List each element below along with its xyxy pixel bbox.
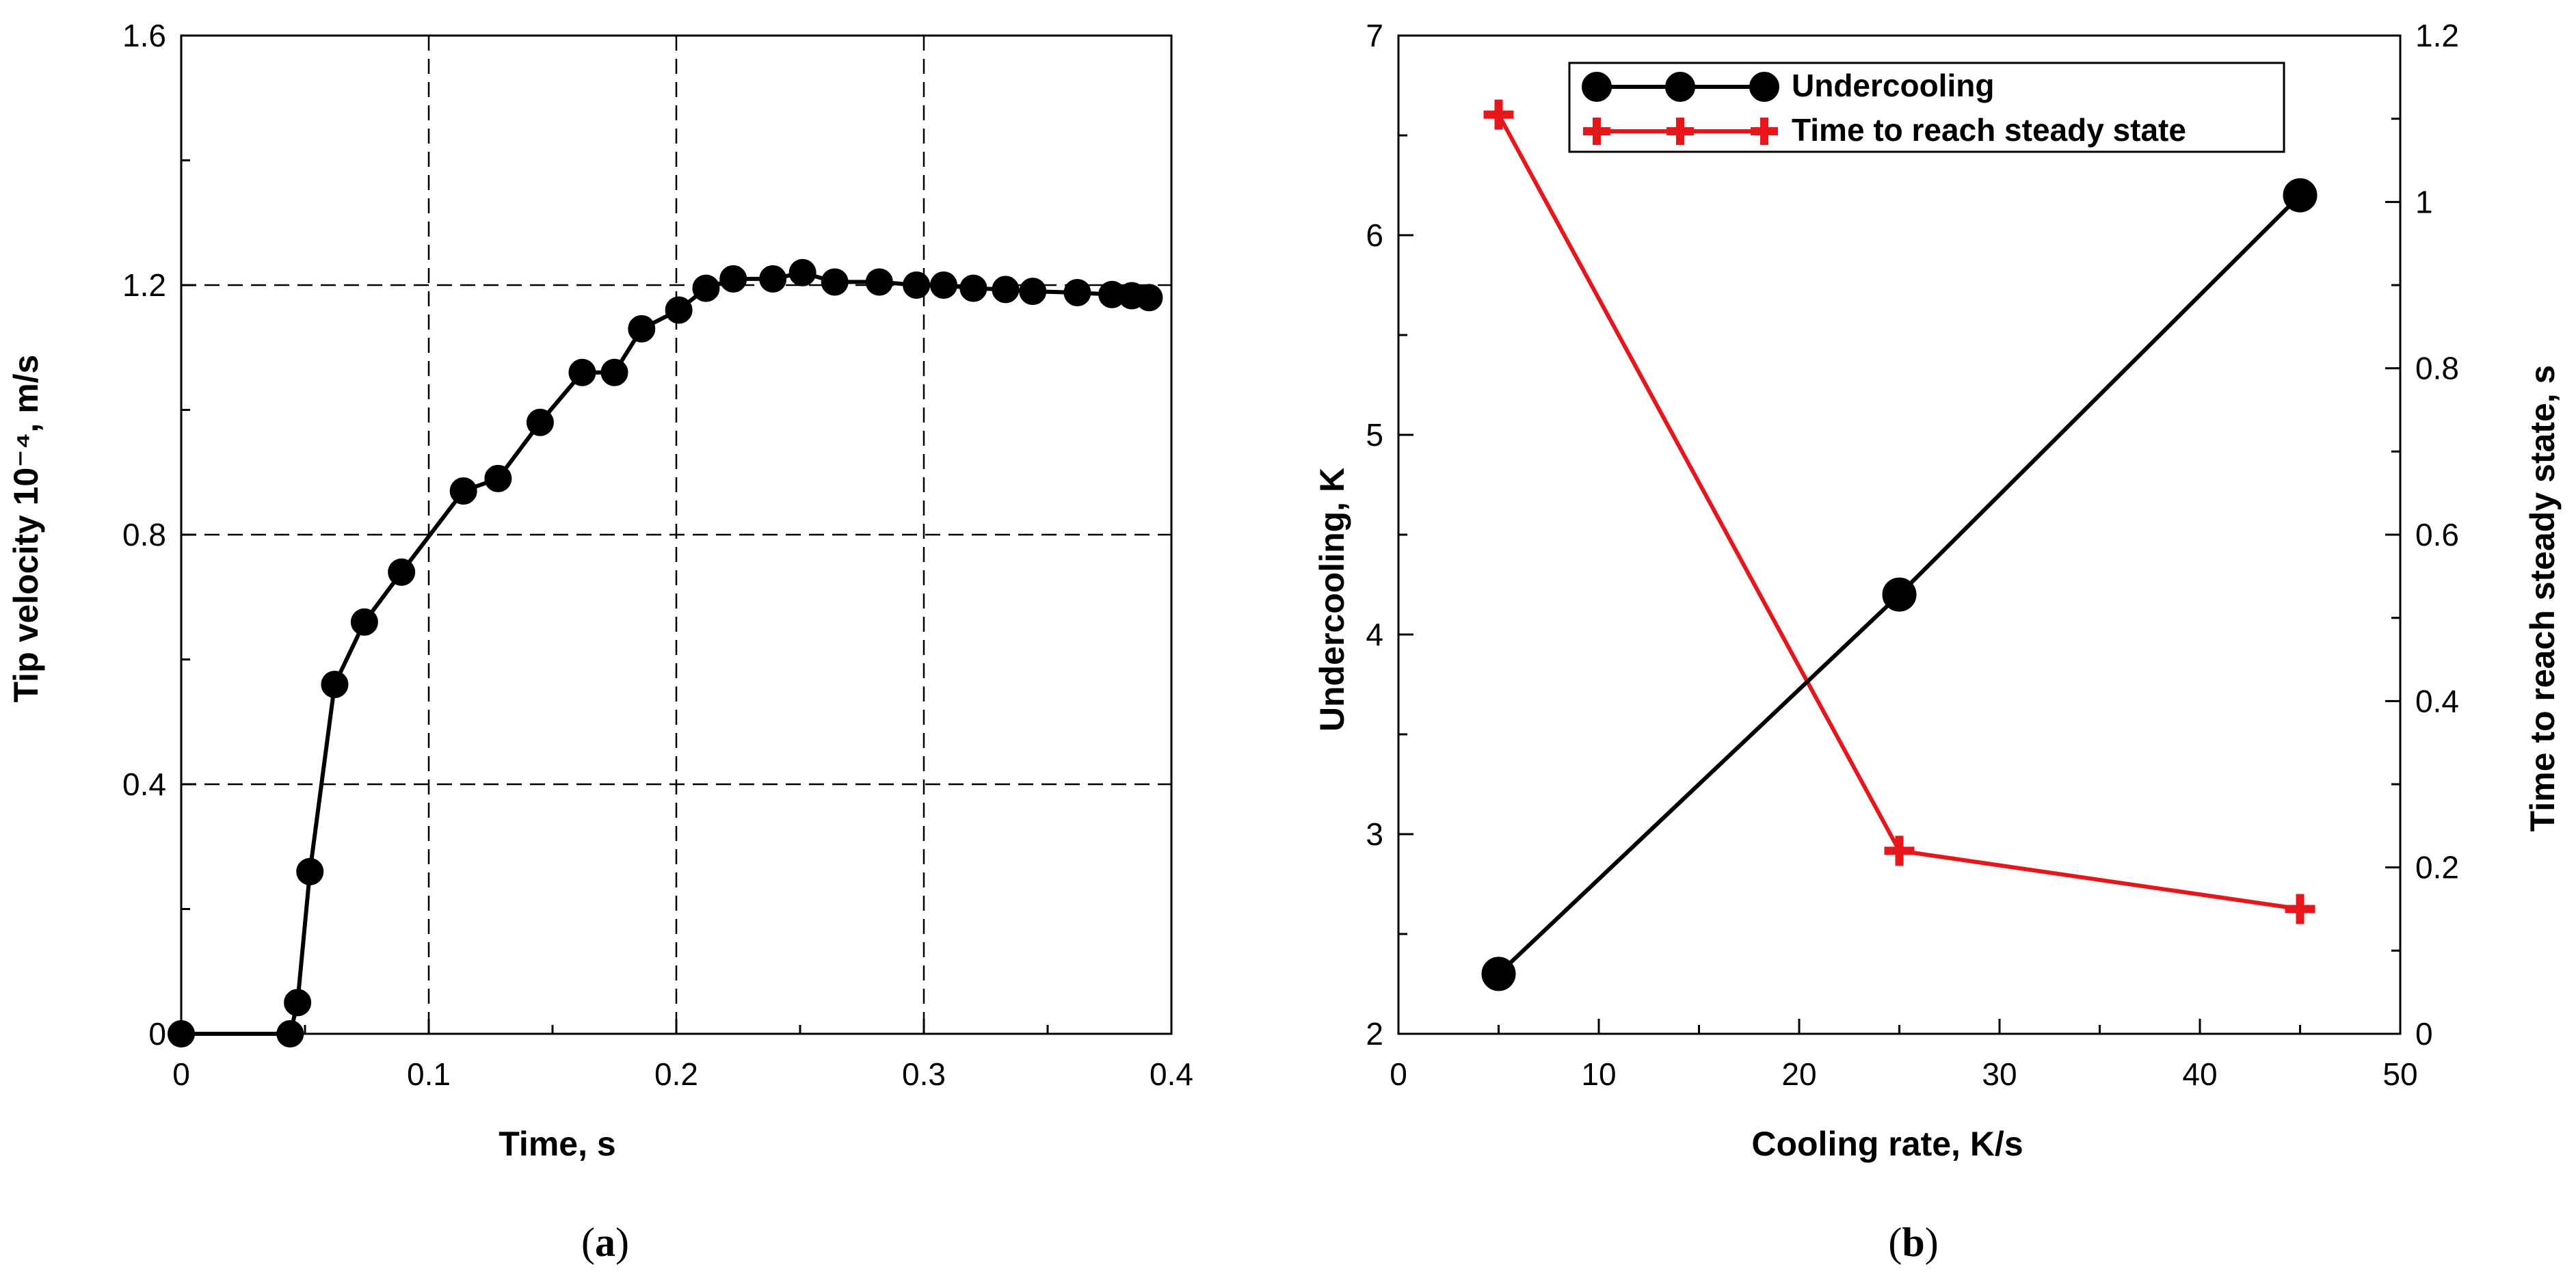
panel-a-data-point bbox=[276, 1020, 304, 1047]
panel-a-x-tick-label: 0.1 bbox=[407, 1056, 451, 1092]
panel-b-undercooling-point bbox=[2283, 178, 2318, 213]
panel-b-y2-tick-label: 0.8 bbox=[2415, 351, 2459, 386]
legend-symbol-time-to-steady-state bbox=[1583, 118, 1778, 145]
panel-b-y-tick-label: 4 bbox=[1366, 617, 1383, 652]
panel-b-x-tick-label: 40 bbox=[2182, 1056, 2217, 1092]
panel-b-y2-tick-label: 1 bbox=[2415, 184, 2433, 219]
legend-marker-undercooling bbox=[1582, 72, 1612, 102]
legend-marker-undercooling bbox=[1665, 72, 1695, 102]
panel-b-series-time-line bbox=[1496, 113, 2300, 911]
legend-label-time-to-steady-state: Time to reach steady state bbox=[1792, 112, 2186, 148]
panel-a-data-point bbox=[568, 358, 596, 386]
panel-a-data bbox=[168, 258, 1163, 1047]
panel-a-data-point bbox=[959, 274, 987, 302]
panel-a-data-point bbox=[168, 1020, 195, 1047]
panel-a-data-point bbox=[903, 271, 931, 299]
panel-a-data-point bbox=[865, 268, 893, 296]
panel-a-data-point bbox=[388, 558, 416, 586]
panel-b-x-tick-label: 0 bbox=[1390, 1056, 1407, 1092]
panel-b-label: (b) bbox=[1888, 1220, 1938, 1265]
panel-a-x-tick-label: 0.4 bbox=[1150, 1056, 1193, 1092]
panel-b-y2-tick-label: 1.2 bbox=[2415, 18, 2459, 53]
panel-a-data-point bbox=[600, 358, 628, 386]
panel-a-chart: 0 0.1 0.2 0.3 0.4 0 0.4 0.8 1.2 1.6 Time, s Tip v… bbox=[7, 18, 1193, 1265]
panel-b-y-tick-label: 7 bbox=[1366, 18, 1383, 53]
panel-a-y-tick-label: 1.6 bbox=[122, 18, 166, 53]
panel-a-y-tick-label: 0.4 bbox=[122, 766, 166, 802]
panel-b-axis-ticks: 0 10 20 30 40 50 2 3 4 5 6 7 0 0.2 0.4 0.6 0.8 1 1.2 bbox=[1366, 18, 2459, 1092]
panel-b-label-open: ( bbox=[1888, 1220, 1902, 1265]
panel-b-label-close: ) bbox=[1925, 1220, 1939, 1265]
panel-b-y-tick-label: 3 bbox=[1366, 816, 1383, 852]
panel-a-data-point bbox=[1135, 284, 1163, 312]
panel-a-data-point bbox=[296, 857, 324, 885]
panel-a-data-point bbox=[350, 608, 378, 636]
legend-label-undercooling: Undercooling bbox=[1792, 68, 1994, 103]
panel-a-x-axis-title: Time, s bbox=[499, 1125, 615, 1163]
panel-a-data-point bbox=[665, 296, 693, 324]
panel-a-data-point bbox=[992, 276, 1020, 304]
panel-a-data-point bbox=[484, 464, 512, 492]
panel-b-y2-tick-label: 0.4 bbox=[2415, 683, 2459, 719]
panel-a-data-point bbox=[788, 258, 816, 286]
panel-a-label-letter: a bbox=[595, 1220, 615, 1265]
panel-b-time-point bbox=[2285, 894, 2315, 924]
panel-a-y-tick-label: 0 bbox=[148, 1016, 166, 1052]
legend-symbol-undercooling bbox=[1582, 72, 1779, 102]
panel-a-data-point bbox=[692, 274, 720, 302]
panel-a-data-point bbox=[628, 315, 656, 343]
panel-a-y-tick-label: 0.8 bbox=[122, 517, 166, 552]
panel-a-data-point bbox=[449, 477, 477, 505]
panel-b-y-tick-label: 6 bbox=[1366, 217, 1383, 253]
panel-b-y2-tick-label: 0 bbox=[2415, 1016, 2433, 1052]
panel-a-series-line bbox=[181, 270, 1150, 1036]
panel-b-data bbox=[1481, 99, 2318, 991]
panel-b-x-tick-label: 30 bbox=[1982, 1056, 2017, 1092]
panel-a-data-point bbox=[1063, 278, 1091, 306]
panel-b-y2-axis-title: Time to reach steady state, s bbox=[2523, 365, 2562, 832]
panel-b-undercooling-point bbox=[1481, 957, 1516, 991]
panel-b-x-tick-label: 10 bbox=[1581, 1056, 1616, 1092]
panel-b-plot-frame bbox=[1397, 34, 2402, 1035]
panel-b-y-tick-label: 2 bbox=[1366, 1016, 1383, 1052]
legend-marker-time bbox=[1667, 118, 1694, 145]
panel-a-data-point bbox=[719, 265, 747, 293]
panel-a-label-open: ( bbox=[581, 1220, 595, 1265]
panel-a-label: (a) bbox=[581, 1220, 629, 1265]
legend-marker-time bbox=[1751, 118, 1778, 145]
panel-b-y-axis-title: Undercooling, K bbox=[1313, 468, 1351, 732]
panel-b-time-point bbox=[1884, 836, 1915, 866]
panel-a-x-tick-label: 0.3 bbox=[902, 1056, 946, 1092]
panel-a-data-point bbox=[321, 671, 349, 698]
panel-a-data-point bbox=[929, 271, 957, 299]
panel-a-data-point bbox=[526, 408, 554, 436]
panel-b-y2-tick-label: 0.2 bbox=[2415, 850, 2459, 885]
legend-marker-undercooling bbox=[1749, 72, 1779, 102]
panel-b-undercooling-point bbox=[1882, 577, 1917, 612]
panel-a-y-axis-title: Tip velocity 10⁻⁴, m/s bbox=[7, 355, 45, 703]
panel-b-x-axis-title: Cooling rate, K/s bbox=[1751, 1125, 2023, 1163]
panel-a-data-point bbox=[284, 989, 312, 1017]
panel-a-data-point bbox=[759, 265, 787, 293]
panel-b-label-letter: b bbox=[1902, 1220, 1924, 1265]
panel-b-x-tick-label: 20 bbox=[1781, 1056, 1816, 1092]
panel-a-data-point bbox=[821, 268, 849, 296]
panel-b-chart: 0 10 20 30 40 50 2 3 4 5 6 7 0 0.2 0.4 0.6 0.8 1 1.2 Under… bbox=[1313, 18, 2562, 1265]
panel-b-x-tick-label: 50 bbox=[2382, 1056, 2417, 1092]
panel-b-time-point bbox=[1483, 99, 1514, 130]
panel-a-gridlines bbox=[181, 36, 1171, 1034]
panel-a-x-tick-label: 0 bbox=[172, 1056, 190, 1092]
panel-b-legend: Undercooling Time to reach steady state bbox=[1568, 62, 2285, 153]
panel-a-data-point bbox=[1019, 278, 1047, 306]
panel-a-x-tick-label: 0.2 bbox=[654, 1056, 698, 1092]
panel-a-y-tick-label: 1.2 bbox=[122, 267, 166, 303]
panel-a-label-close: ) bbox=[615, 1220, 629, 1265]
panel-b-y2-tick-label: 0.6 bbox=[2415, 517, 2459, 552]
legend-marker-time bbox=[1583, 118, 1610, 145]
panel-b-y-tick-label: 5 bbox=[1366, 417, 1383, 453]
panel-a-axis-ticks: 0 0.1 0.2 0.3 0.4 0 0.4 0.8 1.2 1.6 bbox=[122, 18, 1193, 1092]
